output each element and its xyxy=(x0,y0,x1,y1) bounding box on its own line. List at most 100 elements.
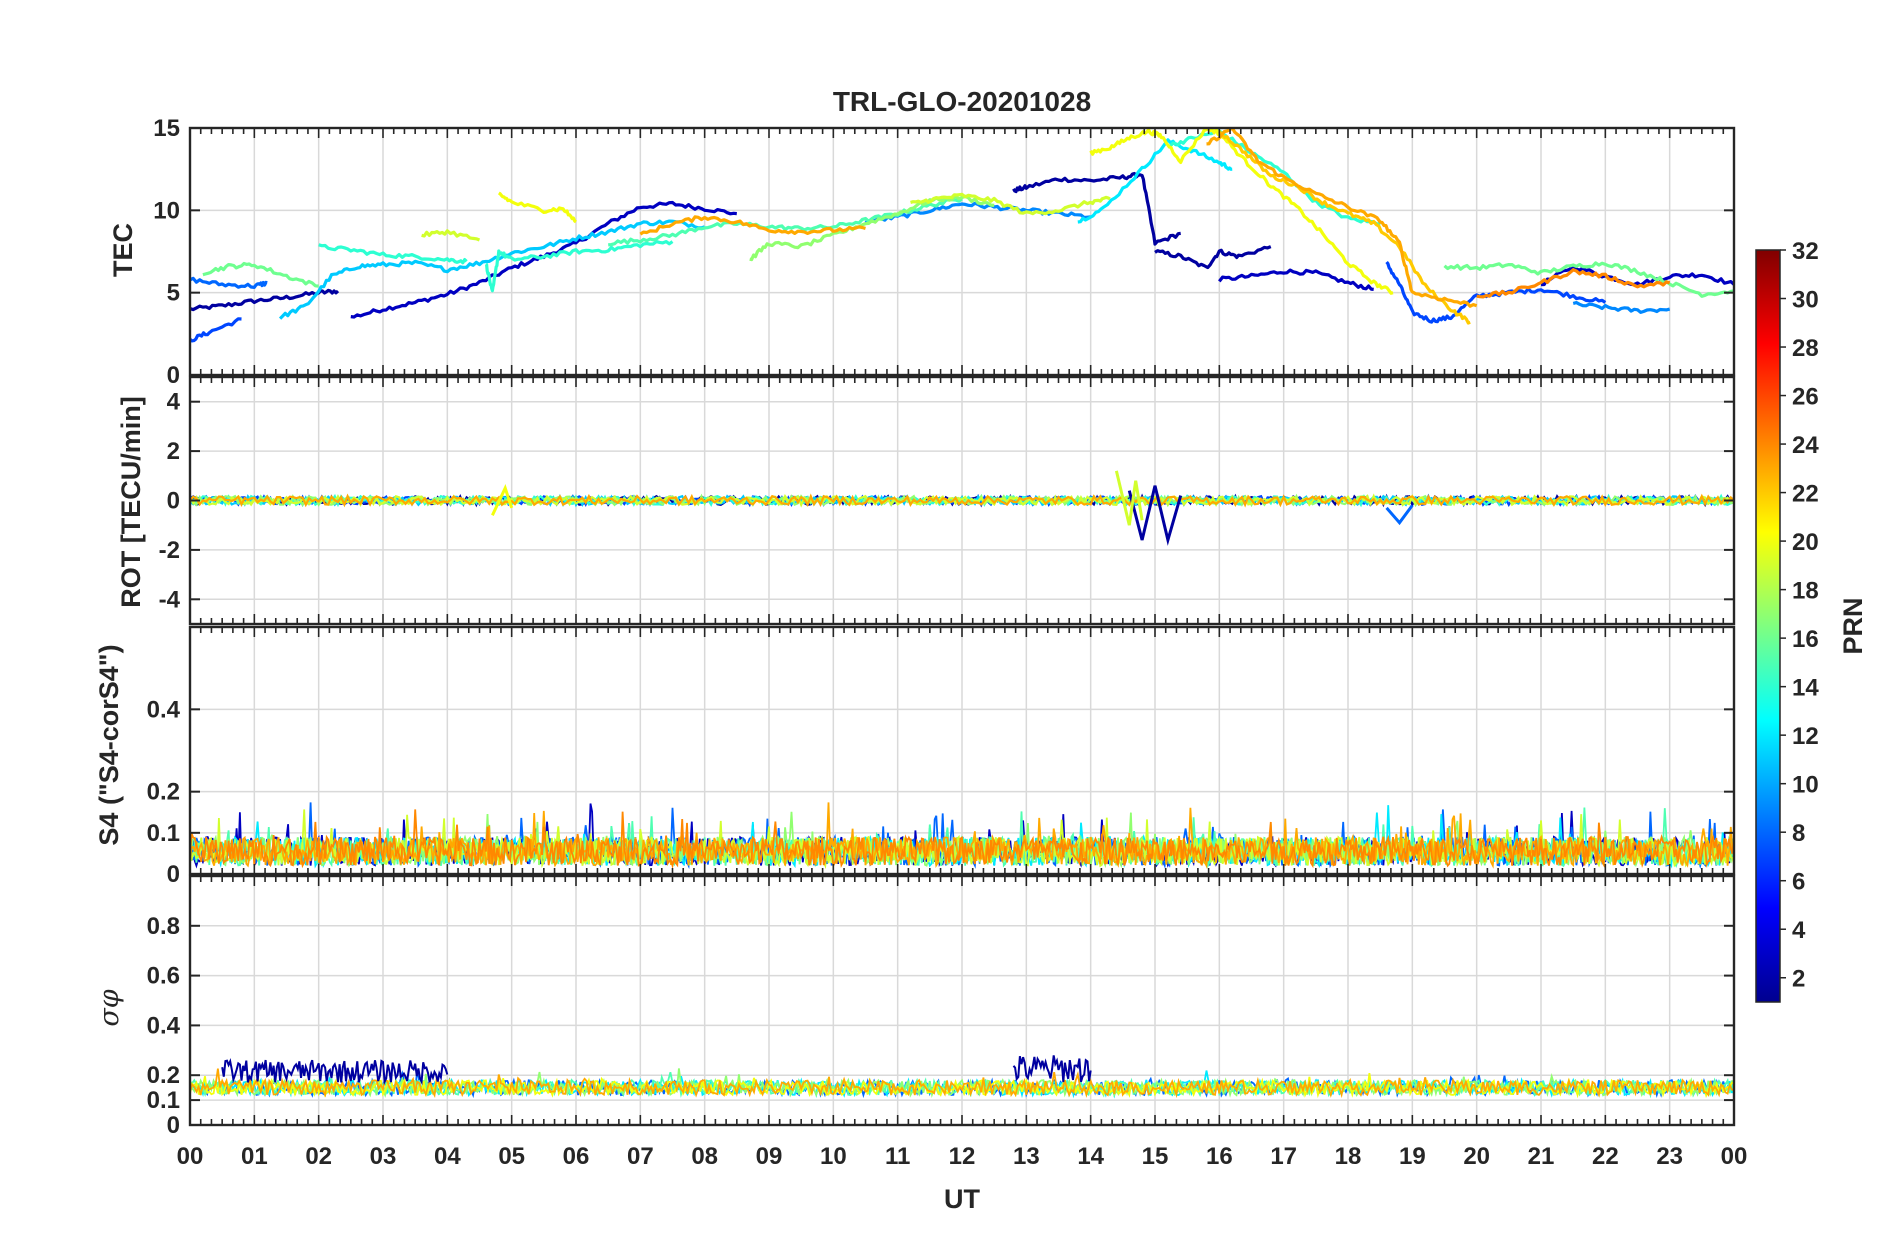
rot-axis: -4 -2 0 2 4 xyxy=(159,375,1736,626)
x-tick-label: 11 xyxy=(885,1143,910,1170)
sig-ytick-label: 0 xyxy=(167,1112,180,1139)
x-tick-label: 12 xyxy=(949,1143,976,1170)
x-tick-label: 00 xyxy=(177,1143,204,1170)
colorbar-tick-label: 2 xyxy=(1792,966,1805,993)
x-tick-label: 03 xyxy=(370,1143,397,1170)
tec-axis: 0 5 10 15 xyxy=(153,115,1736,389)
colorbar-tick-label: 28 xyxy=(1792,335,1819,362)
rot-ytick-label: 4 xyxy=(167,389,181,416)
sig-ytick-label: 0.6 xyxy=(147,963,180,990)
x-tick-label: 07 xyxy=(627,1143,654,1170)
s4-frame xyxy=(188,625,1736,876)
tec-series-prn-16 xyxy=(202,261,319,288)
x-tick-label: 17 xyxy=(1270,1143,1297,1170)
tec-series-prn-2 xyxy=(1154,245,1272,270)
colorbar-tick-label: 20 xyxy=(1792,529,1819,556)
rot-frame xyxy=(188,375,1736,626)
s4-ytick-label: 0.2 xyxy=(147,779,180,806)
rot-spike-prn-19 xyxy=(1114,470,1144,526)
colorbar-gradient xyxy=(1755,249,1781,1003)
tec-panel: 0 5 10 15 TEC xyxy=(108,115,1736,389)
tec-ytick-label: 10 xyxy=(153,197,180,224)
x-tick-label: 13 xyxy=(1013,1143,1040,1170)
tec-series-prn-22 xyxy=(1218,130,1471,325)
colorbar-tick-label: 18 xyxy=(1792,578,1819,605)
rot-spike-prn-8 xyxy=(1385,504,1414,526)
sigma-phi-axis: 00.10.2 0.4 0.6 0.8 xyxy=(147,874,1736,1139)
tec-ytick-label: 5 xyxy=(167,280,180,307)
rot-spike-prn-2 xyxy=(1127,485,1183,546)
tec-series-prn-14 xyxy=(318,243,468,265)
rot-trace-prn-23 xyxy=(190,493,1734,508)
x-tick-label: 05 xyxy=(498,1143,525,1170)
rot-panel: -4 -2 0 2 4 ROT [TECU/min] xyxy=(116,375,1736,626)
tec-series-prn-3 xyxy=(350,200,737,319)
x-tick-label: 14 xyxy=(1077,1143,1104,1170)
x-tick-label: 01 xyxy=(241,1143,268,1170)
s4-axis: 0 0.1 0.2 0.4 xyxy=(147,625,1736,888)
x-tick-labels: 00 01 02 03 04 05 06 07 08 09 10 11 12 13 14 15 16 17 18 19… xyxy=(177,1143,1748,1170)
rot-ytick-label: 0 xyxy=(167,488,180,515)
x-tick-label: 09 xyxy=(756,1143,783,1170)
tec-ylabel: TEC xyxy=(108,223,138,277)
colorbar-tick-label: 30 xyxy=(1792,287,1819,314)
x-tick-label: 19 xyxy=(1399,1143,1426,1170)
tec-series-prn-7 xyxy=(1385,260,1607,324)
colorbar-tick-label: 22 xyxy=(1792,481,1819,508)
colorbar-tick-label: 14 xyxy=(1792,675,1819,702)
sig-ytick-label: 0.2 xyxy=(147,1062,180,1089)
s4-panel: 0 0.1 0.2 0.4 S4 ("S4-corS4") xyxy=(94,625,1736,888)
tec-ytick-label: 0 xyxy=(167,362,180,389)
tec-series-prn-12 xyxy=(1077,138,1233,224)
sigma-phi-panel: 00.10.2 0.4 0.6 0.8 σφ xyxy=(94,874,1736,1139)
x-tick-label: 20 xyxy=(1463,1143,1490,1170)
tec-series-prn-2 xyxy=(1012,171,1181,246)
rot-series-group xyxy=(190,470,1734,546)
tec-series-prn-2 xyxy=(190,288,340,312)
sigma-phi-elevated-prn-2 xyxy=(1012,1055,1092,1083)
tec-series-prn-16 xyxy=(1443,261,1734,298)
sigma-phi-series-group xyxy=(190,1055,1734,1099)
sig-frame xyxy=(188,874,1736,1127)
sigma-phi-trace-prn-23 xyxy=(190,1068,1734,1099)
x-tick-label: 15 xyxy=(1142,1143,1169,1170)
x-tick-label: 18 xyxy=(1335,1143,1362,1170)
s4-ylabel: S4 ("S4-corS4") xyxy=(94,644,124,845)
tec-series-prn-8 xyxy=(190,276,268,289)
rot-spike-prn-20 xyxy=(491,484,514,516)
rot-ylabel: ROT [TECU/min] xyxy=(116,396,146,607)
sig-ytick-label: 0.4 xyxy=(147,1012,181,1039)
tec-series-prn-23 xyxy=(639,215,866,236)
rot-ytick-label: 2 xyxy=(167,438,180,465)
chart-title: TRL-GLO-20201028 xyxy=(833,86,1091,117)
tec-frame xyxy=(188,126,1736,377)
tec-series-prn-9 xyxy=(1572,301,1671,314)
x-tick-label: 10 xyxy=(820,1143,847,1170)
sigma-phi-trace-prn-17 xyxy=(190,1068,1734,1099)
tec-series-prn-11 xyxy=(278,219,706,320)
rot-ytick-label: -2 xyxy=(159,537,180,564)
tec-series-prn-14 xyxy=(485,240,674,293)
x-tick-label: 04 xyxy=(434,1143,461,1170)
colorbar-tick-label: 6 xyxy=(1792,869,1805,896)
s4-ytick-label: 0 xyxy=(167,861,180,888)
tec-series-prn-3 xyxy=(1540,263,1734,287)
tec-series-prn-20 xyxy=(497,191,577,224)
sigma-phi-elevated-prn-2 xyxy=(221,1057,449,1086)
tec-series-prn-24 xyxy=(1476,268,1671,299)
tec-series-prn-19 xyxy=(910,192,1111,216)
colorbar-tick-label: 10 xyxy=(1792,772,1819,799)
tec-ytick-label: 15 xyxy=(153,115,180,142)
tec-series-prn-3 xyxy=(1218,268,1374,291)
s4-trace-prn-24 xyxy=(190,809,1734,870)
tec-series-prn-19 xyxy=(421,229,481,242)
tec-series-prn-23 xyxy=(1206,128,1478,308)
tec-grid xyxy=(190,128,1734,375)
colorbar-tick-label: 12 xyxy=(1792,723,1819,750)
tec-series-prn-17 xyxy=(749,194,995,262)
tec-series-prn-7 xyxy=(190,317,242,343)
x-tick-label: 23 xyxy=(1656,1143,1683,1170)
